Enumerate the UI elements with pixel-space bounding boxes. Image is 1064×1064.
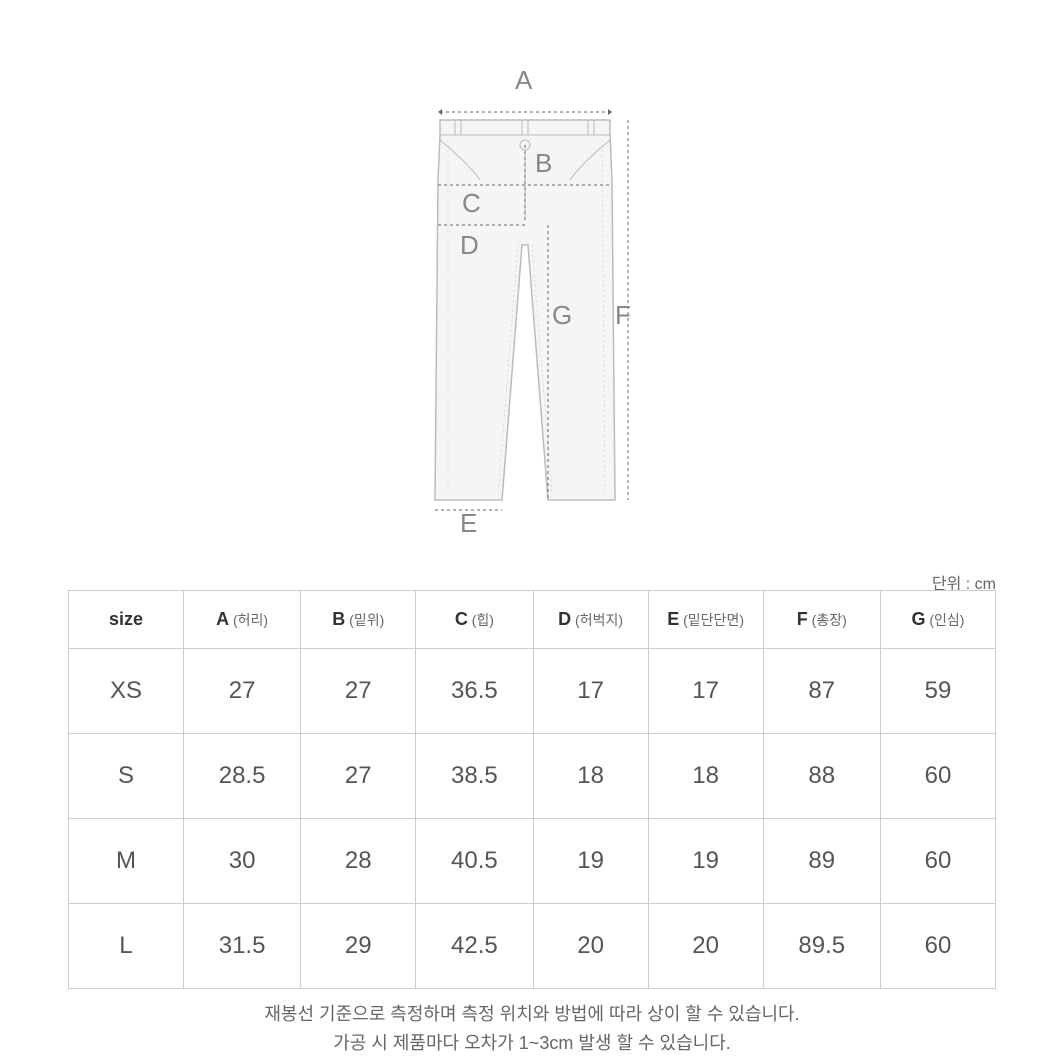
cell: 30 — [183, 819, 300, 904]
header-size: size — [69, 591, 184, 649]
pants-diagram: A B C D E F G — [400, 70, 660, 550]
cell: 89.5 — [763, 904, 880, 989]
cell: 40.5 — [416, 819, 533, 904]
diagram-label-a: A — [515, 65, 532, 96]
cell: 28 — [301, 819, 416, 904]
table-header-row: size A (허리) B (밑위) C (힙) D (허벅지) E (밑단단면… — [69, 591, 996, 649]
cell: 27 — [183, 649, 300, 734]
cell: 38.5 — [416, 734, 533, 819]
header-e: E (밑단단면) — [648, 591, 763, 649]
cell: M — [69, 819, 184, 904]
cell: XS — [69, 649, 184, 734]
cell: 59 — [880, 649, 995, 734]
header-g: G (인심) — [880, 591, 995, 649]
header-f: F (총장) — [763, 591, 880, 649]
table-row: M 30 28 40.5 19 19 89 60 — [69, 819, 996, 904]
cell: L — [69, 904, 184, 989]
diagram-label-d: D — [460, 230, 479, 261]
diagram-label-g: G — [552, 300, 572, 331]
footer-line1: 재봉선 기준으로 측정하며 측정 위치와 방법에 따라 상이 할 수 있습니다. — [0, 1000, 1064, 1029]
diagram-label-c: C — [462, 188, 481, 219]
size-table: size A (허리) B (밑위) C (힙) D (허벅지) E (밑단단면… — [68, 590, 996, 989]
table-row: XS 27 27 36.5 17 17 87 59 — [69, 649, 996, 734]
cell: 89 — [763, 819, 880, 904]
cell: 87 — [763, 649, 880, 734]
cell: 27 — [301, 734, 416, 819]
cell: 88 — [763, 734, 880, 819]
diagram-label-e: E — [460, 508, 477, 539]
cell: 19 — [648, 819, 763, 904]
header-c: C (힙) — [416, 591, 533, 649]
cell: 42.5 — [416, 904, 533, 989]
footer-line2: 가공 시 제품마다 오차가 1~3cm 발생 할 수 있습니다. — [0, 1029, 1064, 1058]
cell: 60 — [880, 734, 995, 819]
cell: 17 — [533, 649, 648, 734]
cell: 27 — [301, 649, 416, 734]
header-b: B (밑위) — [301, 591, 416, 649]
cell: 36.5 — [416, 649, 533, 734]
cell: 20 — [648, 904, 763, 989]
cell: S — [69, 734, 184, 819]
cell: 19 — [533, 819, 648, 904]
header-d: D (허벅지) — [533, 591, 648, 649]
cell: 31.5 — [183, 904, 300, 989]
cell: 18 — [533, 734, 648, 819]
cell: 18 — [648, 734, 763, 819]
cell: 60 — [880, 904, 995, 989]
diagram-label-f: F — [615, 300, 631, 331]
cell: 60 — [880, 819, 995, 904]
table-row: L 31.5 29 42.5 20 20 89.5 60 — [69, 904, 996, 989]
header-a: A (허리) — [183, 591, 300, 649]
cell: 29 — [301, 904, 416, 989]
cell: 20 — [533, 904, 648, 989]
cell: 28.5 — [183, 734, 300, 819]
cell: 17 — [648, 649, 763, 734]
diagram-label-b: B — [535, 148, 552, 179]
footer-note: 재봉선 기준으로 측정하며 측정 위치와 방법에 따라 상이 할 수 있습니다.… — [0, 1000, 1064, 1058]
table-row: S 28.5 27 38.5 18 18 88 60 — [69, 734, 996, 819]
